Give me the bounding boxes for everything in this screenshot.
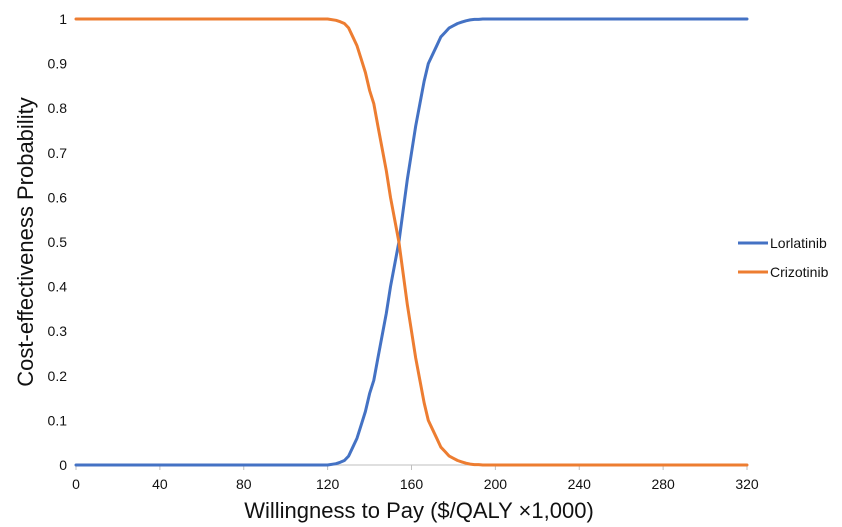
y-tick-label: 0.3 xyxy=(48,323,68,339)
series-line-lorlatinib xyxy=(74,17,749,467)
legend: Lorlatinib Crizotinib xyxy=(738,235,829,280)
x-tick-label: 0 xyxy=(72,476,80,492)
x-tick-label: 80 xyxy=(236,476,252,492)
y-tick-label: 0.4 xyxy=(48,279,68,295)
y-tick-label: 0.5 xyxy=(48,234,68,250)
x-tick-label: 40 xyxy=(152,476,168,492)
legend-label-crizotinib: Crizotinib xyxy=(770,264,829,280)
y-axis-ticks: 0 0.1 0.2 0.3 0.4 0.5 0.6 0.7 0.8 0.9 1 xyxy=(48,11,68,473)
legend-label-lorlatinib: Lorlatinib xyxy=(770,235,827,251)
y-tick-label: 0.7 xyxy=(48,145,68,161)
y-tick-label: 0.8 xyxy=(48,100,68,116)
x-tick-label: 240 xyxy=(568,476,592,492)
y-axis-title: Cost-effectiveness Probability xyxy=(13,97,38,386)
x-tick-label: 120 xyxy=(316,476,340,492)
y-tick-label: 0.2 xyxy=(48,368,68,384)
series-lines xyxy=(74,17,749,467)
series-line-crizotinib xyxy=(74,17,749,467)
x-tick-label: 280 xyxy=(651,476,675,492)
x-axis-title: Willingness to Pay ($/QALY ×1,000) xyxy=(244,498,594,523)
x-tick-label: 320 xyxy=(735,476,759,492)
x-axis-ticks: 0 40 80 120 160 200 240 280 320 xyxy=(72,465,759,492)
y-tick-label: 0.9 xyxy=(48,56,68,72)
y-tick-label: 1 xyxy=(59,11,67,27)
x-tick-label: 200 xyxy=(484,476,508,492)
y-tick-label: 0 xyxy=(59,457,67,473)
x-tick-label: 160 xyxy=(400,476,424,492)
y-tick-label: 0.6 xyxy=(48,189,68,205)
y-tick-label: 0.1 xyxy=(48,412,68,428)
